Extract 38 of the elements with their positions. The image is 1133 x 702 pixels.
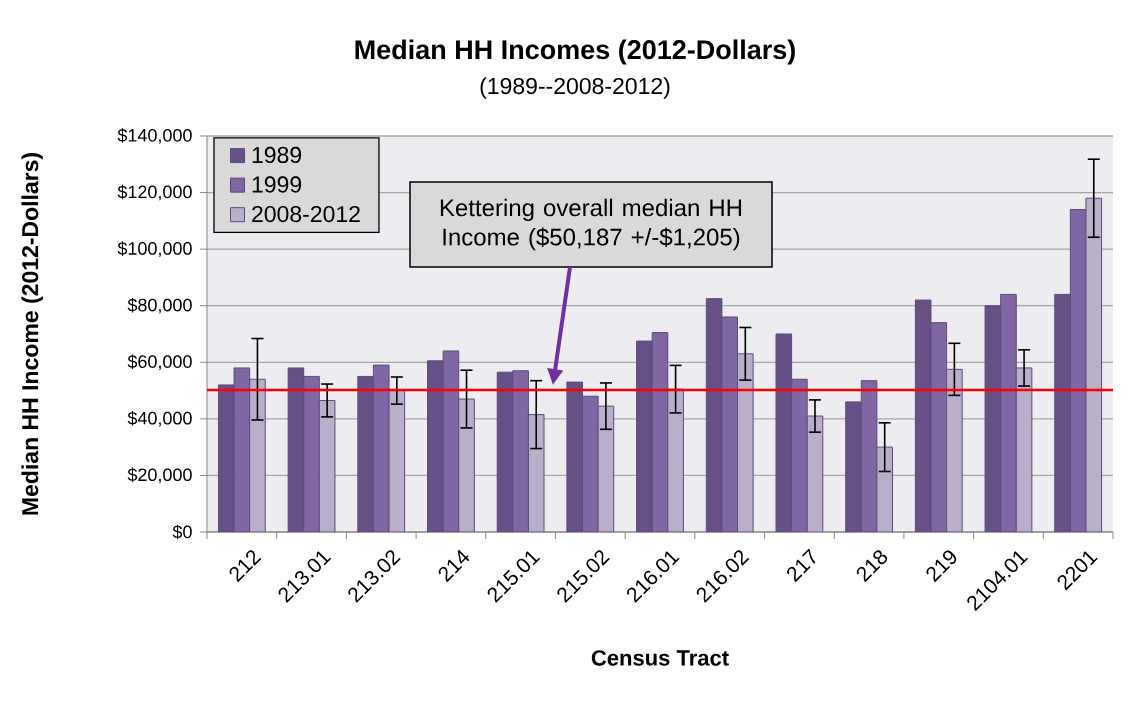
x-tick-label: 214: [438, 549, 470, 583]
bar: [946, 368, 963, 532]
bar: [667, 388, 684, 532]
bar: [303, 375, 320, 532]
chart-title: Median HH Incomes (2012-Dollars): [355, 39, 795, 65]
legend-label: 2008-2012: [252, 205, 360, 223]
bar: [1085, 197, 1103, 532]
bar: [527, 414, 545, 532]
x-tick-label: 212: [229, 550, 262, 583]
bar: [737, 353, 754, 532]
y-tick-label: $100,000: [117, 241, 192, 257]
bar: [249, 378, 266, 532]
bar: [458, 398, 475, 532]
bar: [1000, 293, 1017, 532]
y-tick-label: $140,000: [117, 128, 192, 144]
y-tick-label: $20,000: [127, 467, 192, 484]
legend-label: 1999: [252, 176, 302, 193]
y-tick-label: $40,000: [127, 411, 192, 427]
bar: [388, 390, 406, 532]
bar: [597, 405, 615, 532]
x-tick-label: 219: [926, 550, 957, 583]
y-axis-title: Median HH Income (2012-Dollars): [21, 153, 43, 515]
legend-label: 1989: [252, 146, 302, 164]
bar: [876, 446, 893, 532]
annotation: Kettering overall median HH Income ($50,187 +/-$1,205): [440, 198, 742, 251]
bar: [806, 415, 824, 532]
bar: [1015, 367, 1033, 532]
x-axis-title: Census Tract: [591, 650, 729, 666]
y-tick-label: $80,000: [127, 297, 192, 314]
x-tick-label: 218: [856, 550, 888, 583]
bar: [318, 399, 336, 532]
chart-subtitle: (1989--2008-2012): [480, 77, 670, 99]
y-tick-label: $120,000: [117, 184, 192, 201]
x-tick-label: 217: [787, 548, 816, 583]
bar: [791, 378, 808, 532]
y-tick-label: $60,000: [127, 354, 192, 371]
y-tick-label: $0: [172, 524, 192, 540]
bar: [512, 370, 529, 532]
